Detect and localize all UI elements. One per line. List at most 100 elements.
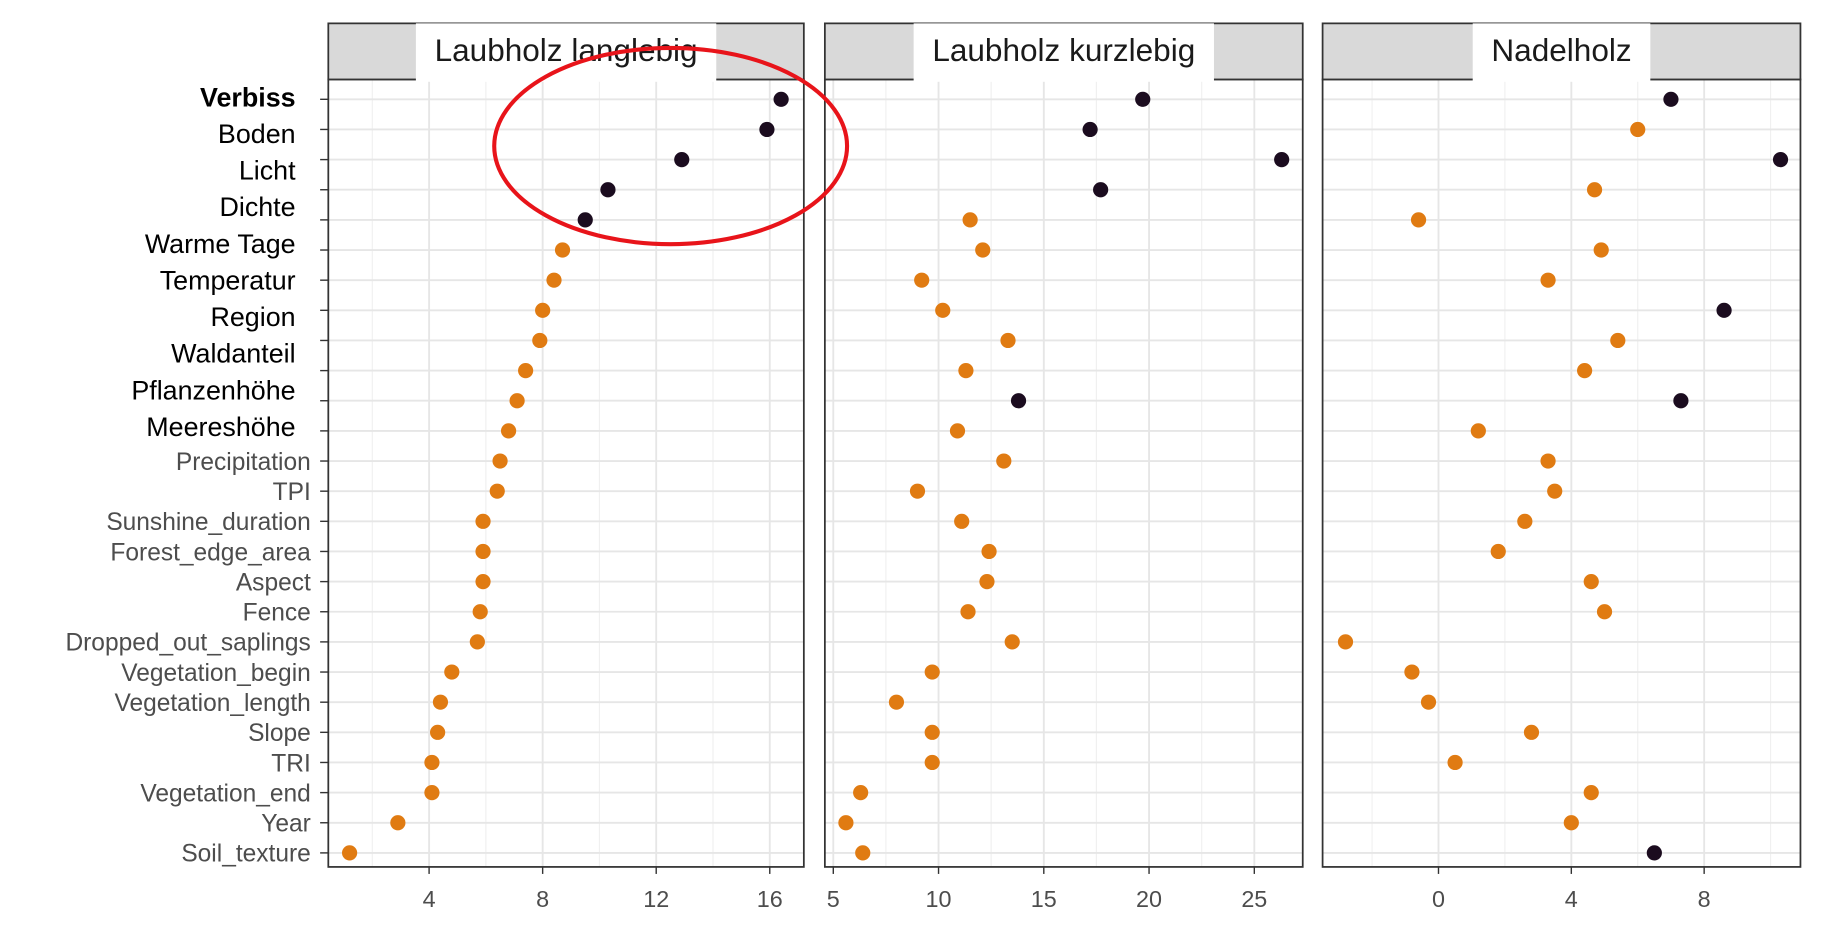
point <box>424 785 440 801</box>
point <box>475 574 491 590</box>
point <box>1540 272 1556 288</box>
y-tick-label: Vegetation_begin <box>121 660 311 687</box>
x-tick-label: 0 <box>1432 886 1445 912</box>
overlay-label: Temperatur <box>160 265 296 295</box>
point <box>855 845 871 861</box>
point <box>1610 332 1626 349</box>
x-tick-label: 8 <box>536 886 549 912</box>
y-tick-label: Aspect <box>236 569 311 596</box>
point <box>975 242 991 258</box>
point <box>1420 694 1437 710</box>
point <box>489 483 505 499</box>
point <box>979 574 995 590</box>
point <box>535 302 551 318</box>
y-tick-label: Sunshine_duration <box>106 509 310 536</box>
point <box>853 785 869 801</box>
y-tick-label: Slope <box>248 720 311 747</box>
point <box>1586 182 1603 198</box>
point <box>1646 845 1662 861</box>
point <box>1593 242 1609 258</box>
point <box>935 302 951 318</box>
overlay-label: Waldanteil <box>171 339 295 369</box>
point <box>996 453 1012 469</box>
x-tick-label: 20 <box>1136 886 1162 912</box>
x-tick-label: 15 <box>1031 886 1057 912</box>
point <box>469 634 485 650</box>
overlay-label: Warme Tage <box>145 229 296 259</box>
point <box>1577 363 1593 379</box>
x-tick-label: 5 <box>827 886 840 912</box>
x-tick-label: 8 <box>1698 886 1711 912</box>
point <box>1583 574 1599 590</box>
overlay-label: Dichte <box>219 192 295 222</box>
overlay-label: Pflanzenhöhe <box>131 375 295 405</box>
point <box>518 363 534 379</box>
x-tick-label: 25 <box>1241 886 1267 912</box>
y-tick-label: Soil_texture <box>181 841 310 868</box>
panel-background <box>328 79 804 867</box>
point <box>773 91 789 107</box>
strip-title: Laubholz kurzlebig <box>932 32 1195 68</box>
y-tick-label: Year <box>261 811 311 838</box>
point <box>1490 543 1506 560</box>
overlay-label: Licht <box>239 156 296 186</box>
point <box>577 212 593 228</box>
point <box>1673 393 1689 409</box>
point <box>444 664 460 680</box>
point <box>924 664 940 680</box>
point <box>958 363 974 379</box>
point <box>1337 634 1354 650</box>
point <box>475 543 491 560</box>
point <box>546 272 562 288</box>
point <box>1523 724 1540 740</box>
strip-title-box <box>415 23 717 82</box>
point <box>1547 483 1563 499</box>
point <box>500 423 517 439</box>
point <box>1563 815 1579 831</box>
y-tick-label: TRI <box>271 750 311 777</box>
point <box>1274 152 1290 168</box>
point <box>914 272 930 288</box>
y-tick-label: Fence <box>243 600 311 627</box>
x-tick-label: 4 <box>1565 886 1578 912</box>
point <box>492 453 508 469</box>
y-tick-label: Dropped_out_saplings <box>65 630 310 657</box>
point <box>1010 393 1027 409</box>
overlay-label: Verbiss <box>200 82 296 112</box>
point <box>949 423 966 439</box>
strip-title: Nadelholz <box>1491 32 1631 68</box>
point <box>1663 91 1679 107</box>
point <box>1716 302 1732 318</box>
point <box>1630 121 1646 138</box>
point <box>981 543 997 560</box>
overlay-label: Region <box>210 302 295 332</box>
y-tick-label: Precipitation <box>176 449 311 476</box>
point <box>924 754 940 771</box>
point <box>962 212 978 228</box>
point <box>1772 152 1789 168</box>
point <box>1404 664 1420 680</box>
point <box>1540 453 1556 469</box>
x-tick-label: 16 <box>757 886 783 912</box>
point <box>888 694 905 710</box>
y-tick-label: Forest_edge_area <box>110 539 311 566</box>
point <box>838 815 854 831</box>
point <box>554 242 571 258</box>
point <box>1596 604 1613 620</box>
point <box>1000 332 1016 349</box>
point <box>430 724 446 740</box>
overlay-label: Meereshöhe <box>146 412 295 442</box>
point <box>1410 212 1427 228</box>
point <box>1583 785 1599 801</box>
point <box>1470 423 1486 439</box>
y-tick-label: Vegetation_end <box>140 780 310 807</box>
highlight-ellipse <box>492 45 850 247</box>
x-tick-label: 10 <box>926 886 952 912</box>
point <box>1135 91 1151 107</box>
overlay-label: Boden <box>218 119 296 149</box>
point <box>1447 754 1463 771</box>
point <box>475 513 491 529</box>
point <box>432 694 449 710</box>
point <box>1004 634 1020 650</box>
